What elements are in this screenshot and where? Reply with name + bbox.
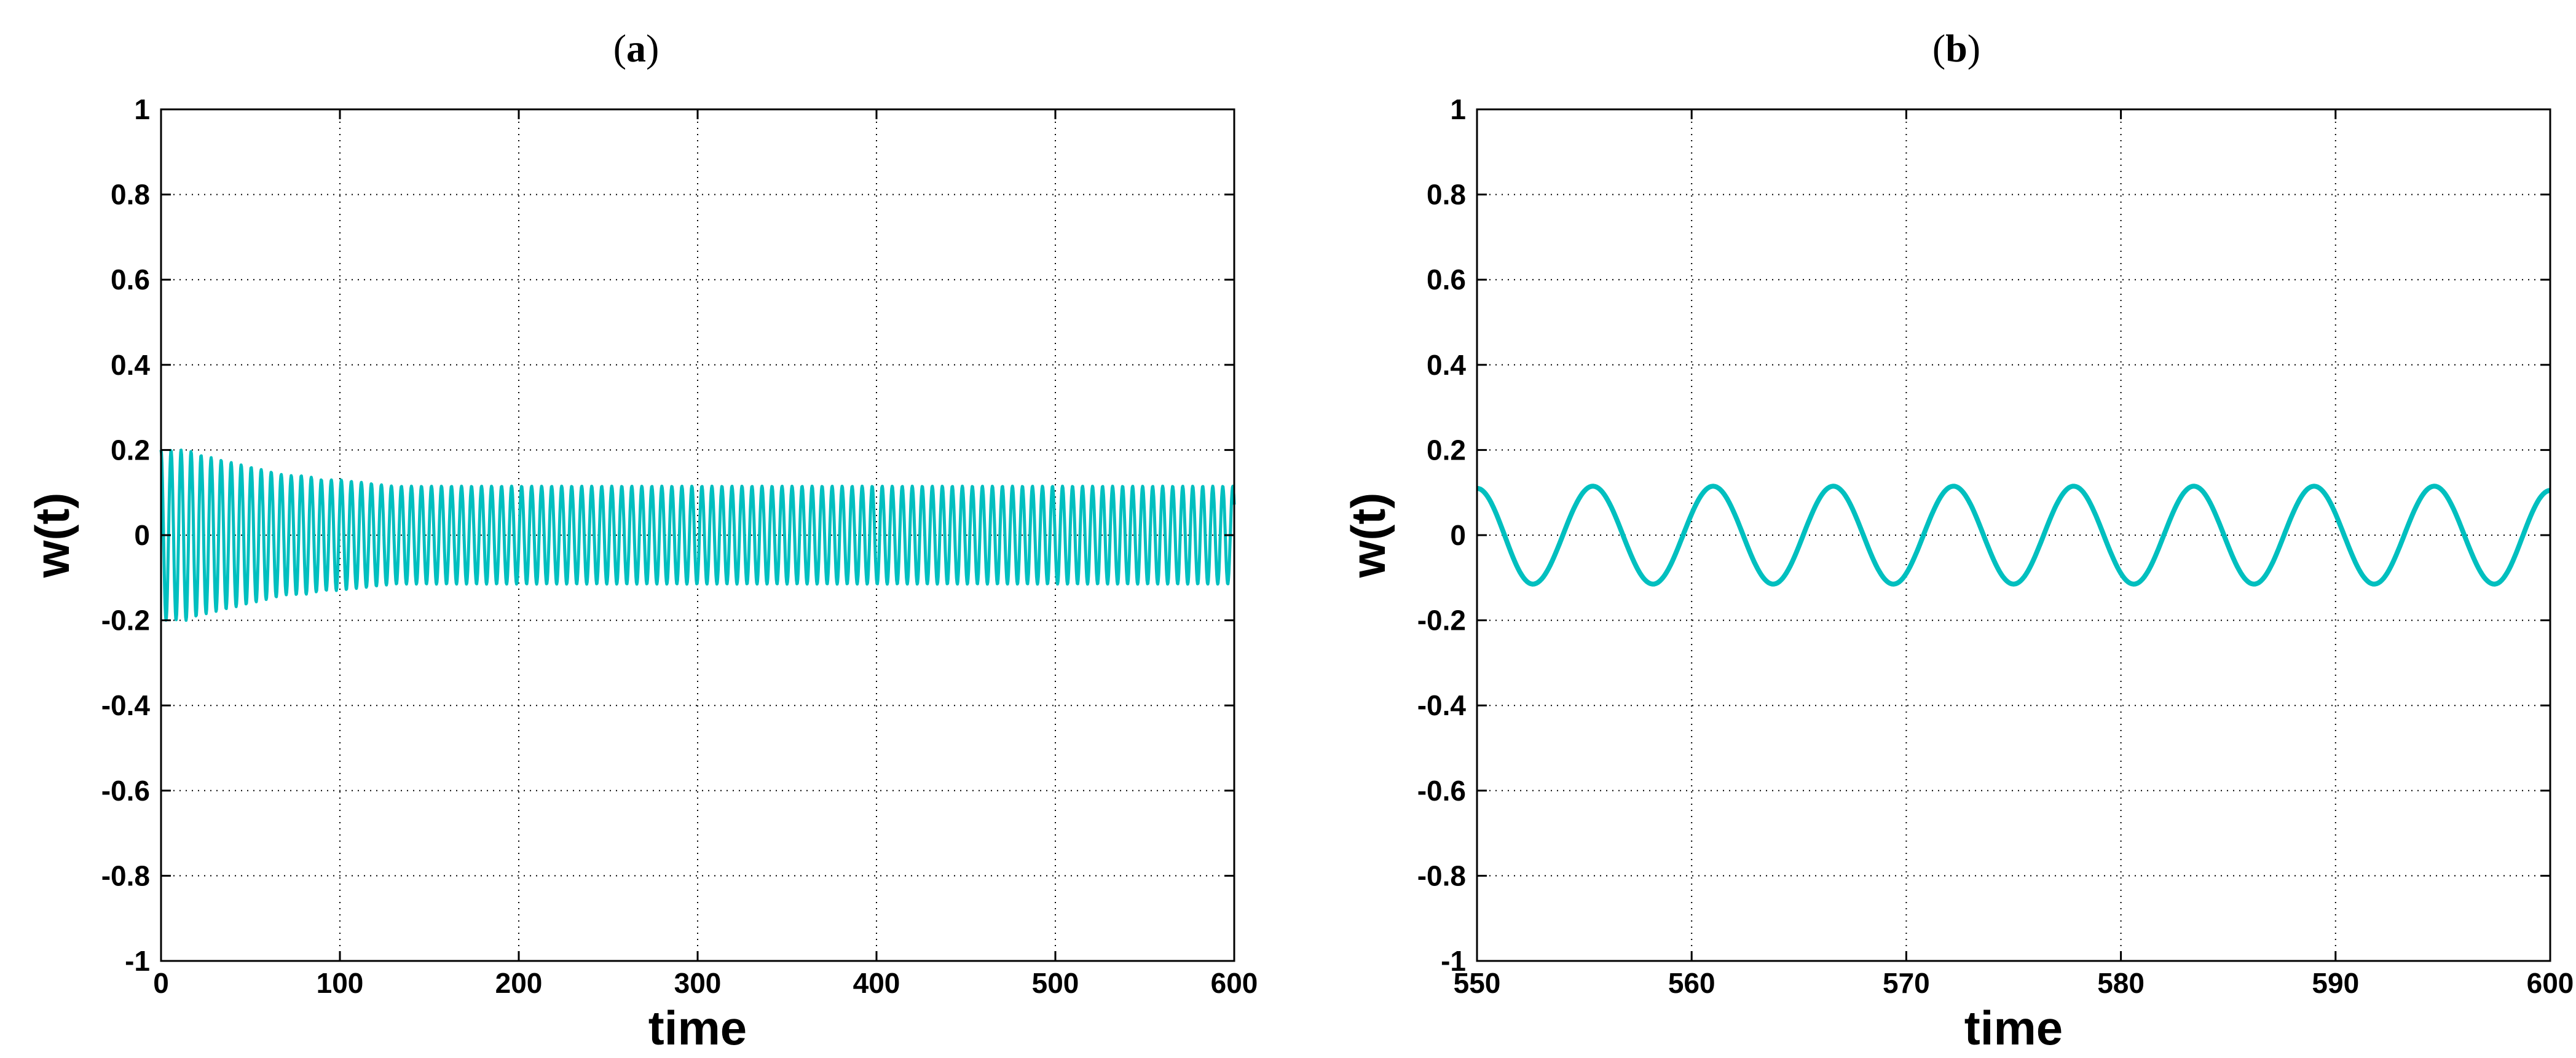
x-tick-label: 300 (674, 967, 722, 999)
y-tick-label: -1 (1441, 945, 1466, 977)
panel-a-y-axis-title: w(t) (25, 493, 79, 579)
y-tick-label: 0.4 (1427, 349, 1466, 381)
panel-b-x-axis-title: time (1964, 1001, 2063, 1055)
panel-b-y-tick-labels: 1 0.8 0.6 0.4 0.2 0 -0.2 -0.4 -0.6 -0.8 -1 (1417, 93, 1467, 977)
y-tick-label: -0.2 (1417, 605, 1466, 637)
x-tick-label: 100 (317, 967, 364, 999)
y-tick-label: 0.2 (111, 434, 150, 466)
y-tick-label: -0.2 (101, 605, 150, 637)
panel-b-y-axis-title: w(t) (1341, 493, 1395, 579)
panel-b-series (1476, 484, 2551, 587)
panel-a-series (159, 449, 1236, 622)
series-line (1476, 484, 2551, 587)
y-tick-label: -0.4 (101, 689, 151, 721)
x-tick-label: 400 (853, 967, 900, 999)
series-line (159, 449, 1236, 622)
panel-b-grid (1477, 109, 2550, 961)
x-tick-label: 550 (1454, 967, 1501, 999)
x-tick-label: 580 (2097, 967, 2145, 999)
x-tick-label: 590 (2312, 967, 2359, 999)
y-tick-label: 1 (134, 93, 150, 125)
y-tick-label: 0.4 (111, 349, 150, 381)
panel-a-grid (161, 109, 1234, 961)
x-tick-label: 500 (1032, 967, 1079, 999)
panel-a-label: (a) (613, 26, 660, 70)
y-tick-label: -0.6 (1417, 775, 1466, 807)
y-tick-label: 1 (1450, 93, 1466, 125)
y-tick-label: 0.2 (1427, 434, 1466, 466)
y-tick-label: -0.8 (1417, 860, 1466, 891)
y-tick-label: 0.6 (111, 264, 150, 296)
y-tick-label: -0.6 (101, 775, 150, 807)
y-tick-label: -0.4 (1417, 689, 1467, 721)
x-tick-label: 200 (495, 967, 543, 999)
y-tick-label: 0.6 (1427, 264, 1466, 296)
panel-a-ticks (160, 108, 1235, 962)
x-tick-label: 560 (1668, 967, 1715, 999)
panel-b-ticks (1476, 108, 2551, 962)
panel-a: (a) 0 100 200 300 400 500 600 1 0.8 0.6 0.4 0.2 0 -0… (25, 26, 1258, 1055)
x-tick-label: 570 (1883, 967, 1930, 999)
y-tick-label: 0 (134, 519, 150, 551)
panel-b-label: (b) (1932, 26, 1980, 70)
panel-b-x-tick-labels: 550 560 570 580 590 600 (1454, 967, 2574, 999)
y-tick-label: 0 (1450, 519, 1466, 551)
panel-a-x-axis-title: time (648, 1001, 747, 1055)
panel-b: (b) 550 560 570 580 590 600 1 0.8 0.6 0.4 0.2 0 -0.… (1341, 26, 2574, 1055)
x-tick-label: 600 (2527, 967, 2574, 999)
y-tick-label: -1 (125, 945, 150, 977)
panel-a-y-tick-labels: 1 0.8 0.6 0.4 0.2 0 -0.2 -0.4 -0.6 -0.8 -1 (101, 93, 151, 977)
x-tick-label: 0 (153, 967, 169, 999)
y-tick-label: 0.8 (111, 179, 150, 211)
x-tick-label: 600 (1211, 967, 1258, 999)
y-tick-label: 0.8 (1427, 179, 1466, 211)
panel-a-x-tick-labels: 0 100 200 300 400 500 600 (153, 967, 1258, 999)
y-tick-label: -0.8 (101, 860, 150, 891)
